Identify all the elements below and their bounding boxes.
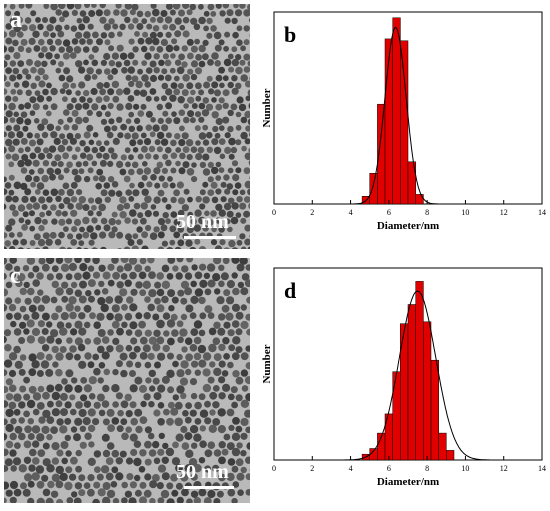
- histogram-bar: [407, 304, 416, 461]
- x-tick-label: 12: [500, 208, 508, 217]
- histogram-bar: [446, 450, 455, 461]
- particle-field: [4, 258, 250, 503]
- x-tick-label: 6: [387, 464, 391, 473]
- scale-bar-a: [184, 236, 236, 239]
- tem-image-c: c 50 nm: [4, 258, 250, 503]
- histogram-b-svg: 0 2 4 6 8 10 12 14 b Diameter/nm Number: [262, 11, 546, 232]
- histogram-bar: [438, 432, 447, 461]
- x-axis-label: Diameter/nm: [377, 220, 439, 232]
- panel-label: b: [284, 22, 296, 47]
- particle-field: [4, 4, 250, 249]
- gaussian-fit-curve: [344, 290, 490, 461]
- histogram-bar: [392, 17, 401, 205]
- panel-label: d: [284, 278, 296, 303]
- x-tick-label: 6: [387, 208, 391, 217]
- x-tick-label: 14: [538, 464, 546, 473]
- x-tick-label: 2: [310, 464, 314, 473]
- x-axis-label: Diameter/nm: [377, 476, 439, 488]
- y-axis-label: Number: [262, 88, 273, 127]
- panel-label-a: a: [10, 7, 22, 33]
- tem-image-a: a 50 nm: [4, 4, 250, 249]
- tem-particles-a: [4, 4, 250, 249]
- x-tick-label: 2: [310, 208, 314, 217]
- histogram-d: 0 2 4 6 8 10 12 14 d Diameter/nm Number: [262, 256, 550, 504]
- x-tick-label: 0: [272, 464, 276, 473]
- x-tick-label: 4: [349, 464, 353, 473]
- x-tick-label: 4: [349, 208, 353, 217]
- panel-label-c: c: [10, 263, 21, 289]
- histogram-bar: [369, 173, 378, 205]
- histogram-bar: [392, 371, 401, 461]
- x-tick-label: 10: [461, 464, 469, 473]
- x-tick-label: 0: [272, 208, 276, 217]
- x-tick-label: 8: [425, 208, 429, 217]
- histogram-bar: [415, 281, 424, 461]
- histogram-d-svg: 0 2 4 6 8 10 12 14 d Diameter/nm Number: [262, 267, 546, 488]
- x-tick-label: 8: [425, 464, 429, 473]
- x-tick-label: 12: [500, 464, 508, 473]
- scale-bar-c: [184, 486, 234, 489]
- histogram-bar: [407, 161, 416, 205]
- gaussian-fit-curve: [353, 26, 438, 205]
- histogram-bar: [400, 40, 409, 205]
- scale-label-c: 50 nm: [176, 461, 229, 483]
- histogram-bar: [430, 359, 439, 461]
- x-tick-label: 10: [461, 208, 469, 217]
- x-tick-label: 14: [538, 208, 546, 217]
- scale-label-a: 50 nm: [176, 211, 229, 233]
- y-axis-label: Number: [262, 344, 273, 383]
- histogram-bar: [423, 321, 432, 461]
- tem-particles-c: [4, 258, 250, 503]
- histogram-b: 0 2 4 6 8 10 12 14 b Diameter/nm Number: [262, 0, 550, 248]
